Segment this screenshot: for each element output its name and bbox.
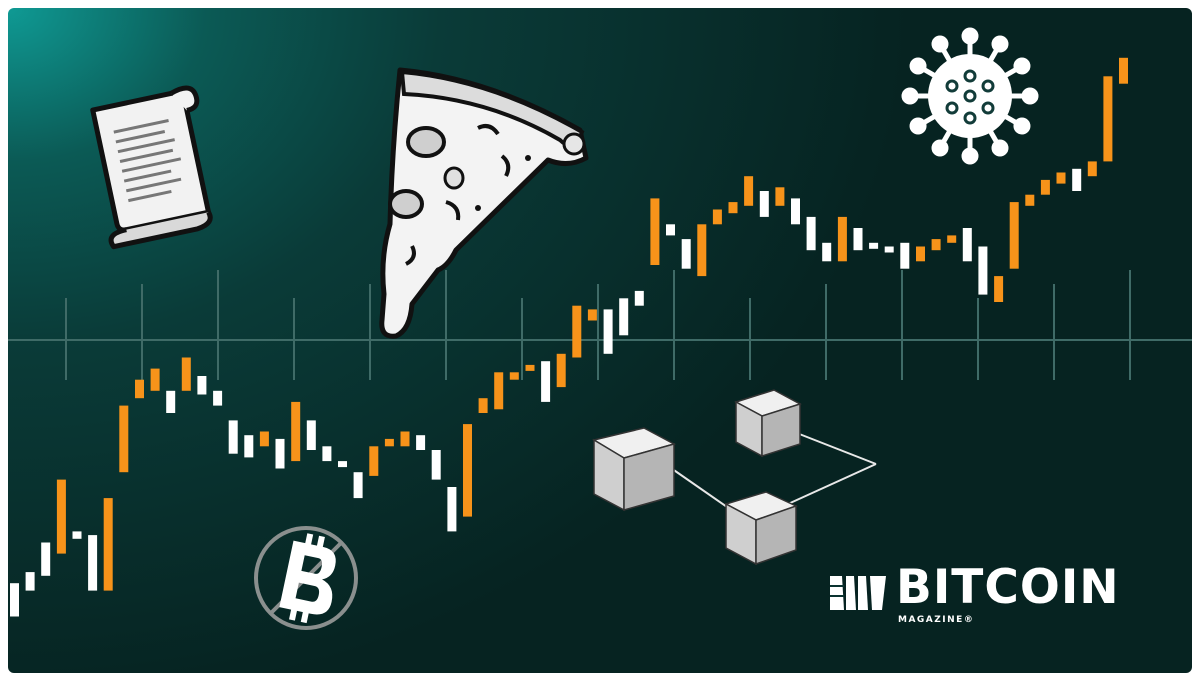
bitcoin-magazine-mark-icon: [830, 576, 886, 610]
candle-bar: [1009, 202, 1019, 269]
bitcoin-magazine-logo: BITCOIN MAGAZINE®: [830, 560, 1150, 634]
candle-bar: [681, 239, 691, 269]
chart-grid: [8, 270, 1192, 380]
candle-bar: [25, 572, 35, 591]
hero-illustration: BITCOIN MAGAZINE®: [8, 8, 1192, 673]
brand-name: BITCOIN: [896, 560, 1120, 615]
candle-bar: [603, 309, 613, 354]
price-candles: [10, 57, 1128, 617]
candle-bar: [791, 198, 800, 225]
virus-spike-tip: [1021, 87, 1039, 105]
candle-bar: [884, 246, 894, 253]
candle-bar: [463, 424, 472, 517]
candle-bar: [978, 246, 988, 295]
candle-bar: [135, 379, 144, 399]
candle-bar: [244, 435, 254, 458]
artwork-canvas: [8, 27, 1192, 630]
candle-bar: [962, 228, 972, 262]
candle-bar: [119, 405, 129, 473]
candle-bar: [197, 376, 207, 395]
candle-bar: [712, 209, 722, 225]
candle-bar: [275, 438, 285, 469]
candle-bar: [416, 435, 426, 450]
virus-icon: [901, 27, 1039, 165]
candle-bar: [728, 202, 738, 214]
candle-bar: [1072, 168, 1082, 191]
candle-bar: [634, 290, 644, 306]
candle-bar: [525, 364, 535, 371]
virus-spike-tip: [931, 35, 949, 53]
candle-bar: [509, 372, 519, 380]
candle-bar: [213, 390, 223, 406]
brand-subtitle: MAGAZINE®: [898, 615, 975, 625]
candle-bar: [1119, 57, 1128, 84]
candle-bar: [353, 472, 363, 499]
virus-spike-tip: [991, 35, 1009, 53]
candle-bar: [291, 401, 301, 462]
candle-bar: [431, 450, 441, 480]
virus-spike-tip: [961, 147, 979, 165]
candle-bar: [1040, 179, 1050, 195]
bitcoin-coin-icon: [254, 526, 358, 630]
virus-spike-tip: [901, 87, 919, 105]
candle-bar: [384, 438, 394, 447]
pizza-slice-icon: [379, 67, 589, 339]
candle-bar: [322, 446, 332, 462]
candle-bar: [994, 276, 1004, 302]
virus-spike-tip: [909, 57, 927, 75]
candle-bar: [931, 239, 941, 251]
candle-bar: [916, 246, 925, 262]
candle-bar: [103, 498, 113, 591]
candle-bar: [666, 224, 675, 236]
candle-bar: [541, 361, 551, 402]
candle-bar: [587, 309, 597, 321]
candle-bar: [259, 431, 269, 447]
blockchain-cubes-icon: [592, 389, 877, 566]
candle-bar: [822, 242, 832, 262]
candle-bar: [1087, 161, 1097, 177]
candle-bar: [72, 531, 82, 539]
candle-bar: [869, 242, 879, 249]
candle-bar: [400, 431, 410, 447]
virus-spike-tip: [1013, 117, 1031, 135]
candle-bar: [744, 176, 754, 206]
candle-bar: [447, 487, 457, 532]
virus-spike-tip: [991, 139, 1009, 157]
candle-bar: [697, 224, 707, 277]
candle-bar: [478, 398, 488, 413]
virus-spike-tip: [1013, 57, 1031, 75]
candle-bar: [150, 368, 160, 391]
candle-bar: [166, 390, 176, 413]
candle-bar: [900, 242, 910, 269]
candle-bar: [619, 298, 629, 336]
candle-bar: [338, 461, 347, 468]
candle-bar: [494, 372, 504, 410]
virus-spike-tip: [931, 139, 949, 157]
candle-bar: [41, 542, 51, 576]
candle-bar: [56, 479, 66, 554]
candle-bar: [572, 305, 582, 358]
candle-bar: [853, 228, 863, 251]
scroll-document-icon: [90, 85, 213, 250]
candle-bar: [759, 191, 769, 217]
candle-bar: [1103, 76, 1113, 162]
candle-bar: [88, 535, 98, 591]
candle-bar: [306, 420, 316, 450]
candle-bar: [775, 187, 785, 206]
candle-bar: [10, 583, 19, 617]
candle-bar: [556, 353, 566, 388]
candle-bar: [837, 216, 847, 262]
candle-bar: [1056, 172, 1066, 184]
virus-spike-tip: [961, 27, 979, 45]
candle-bar: [650, 198, 660, 265]
candle-bar: [947, 235, 957, 243]
candle-bar: [369, 446, 379, 476]
virus-spike-tip: [909, 117, 927, 135]
candle-bar: [1025, 194, 1035, 206]
candle-bar: [228, 420, 238, 454]
candle-bar: [806, 216, 816, 251]
candle-bar: [181, 357, 191, 391]
